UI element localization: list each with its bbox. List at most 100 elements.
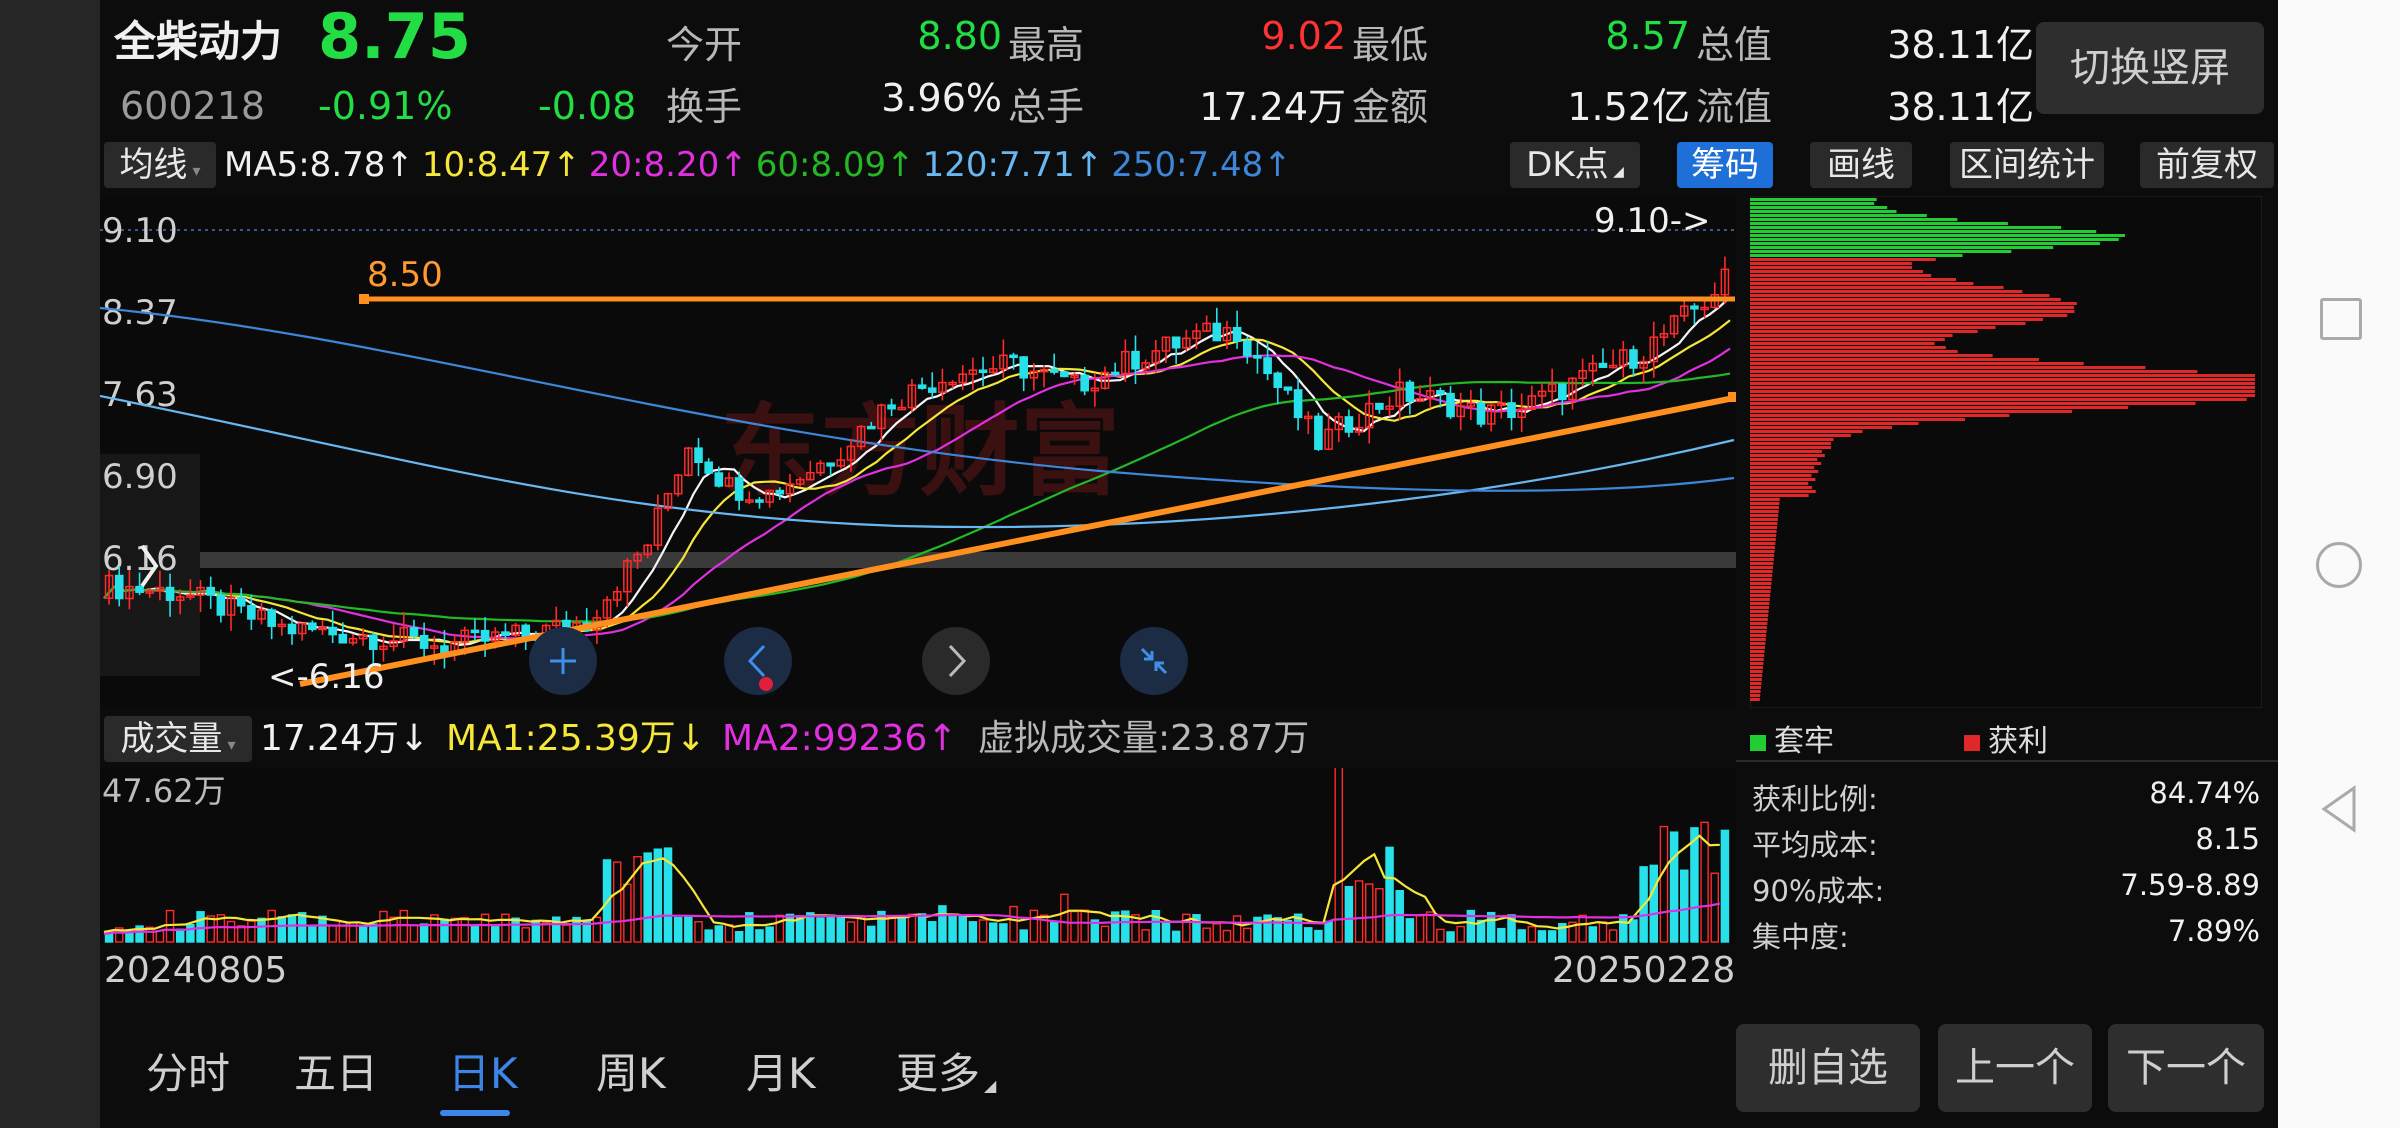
tab-2[interactable]: 日K (448, 1049, 518, 1098)
range-stats-button[interactable]: 区间统计 (1950, 142, 2104, 188)
candle-body (1080, 374, 1089, 392)
candle-body (1222, 326, 1232, 342)
candle-body (1558, 383, 1567, 401)
ma60-line (103, 372, 1731, 623)
volume-bar (765, 926, 774, 943)
end-date: 20250228 (1552, 950, 1736, 991)
virtual-volume: 虚拟成交量:23.87万 (978, 718, 1310, 759)
volume-bar (490, 926, 500, 943)
kline-chart[interactable]: 东方财富 9.108.377.636.906.16 8.50 9.10-> <-… (100, 196, 1736, 708)
chip-bar (1750, 222, 2008, 225)
tab-3[interactable]: 周K (596, 1049, 666, 1098)
chip-bar (1750, 346, 1946, 349)
volume-bar (1039, 914, 1049, 943)
home-icon[interactable] (2316, 542, 2362, 588)
volume-chart[interactable]: 47.62万 (100, 768, 1736, 944)
line-handle[interactable] (359, 294, 369, 304)
chip-bar (1750, 454, 1825, 457)
candle-body (938, 381, 947, 393)
draw-line-button[interactable]: 画线 (1810, 142, 1912, 188)
remove-favorite-button[interactable]: 删自选 (1736, 1024, 1920, 1112)
chip-bar (1750, 566, 1773, 569)
scroll-right-button[interactable] (922, 627, 990, 695)
switch-portrait-button[interactable]: 切换竖屏 (2036, 22, 2264, 114)
volume-bar (867, 925, 876, 943)
candle-body (1517, 408, 1526, 419)
corner-triangle-icon: ◢ (1608, 164, 1624, 180)
chip-bar (1750, 406, 2129, 409)
chip-bar (1750, 558, 1774, 561)
volume-bar (511, 917, 520, 943)
candle-body (775, 489, 785, 495)
stock-code: 600218 (120, 84, 266, 128)
volume-bar (745, 912, 754, 943)
change-percent: -0.91% (318, 84, 453, 128)
chip-bar (1750, 262, 1912, 265)
next-stock-button[interactable]: 下一个 (2108, 1024, 2264, 1112)
volume-bar (1303, 927, 1313, 943)
candle-body (1700, 306, 1709, 311)
quote-label: 总手 (1008, 85, 1085, 129)
dropdown-caret-icon: ▾ (187, 161, 201, 180)
volume-dropdown[interactable]: 成交量 ▾ (104, 716, 252, 762)
price-axis-label: 9.10 (102, 211, 178, 251)
tab-5[interactable]: 更多 (896, 1049, 981, 1098)
volume-bar (755, 929, 764, 943)
scroll-left-button[interactable] (724, 627, 792, 695)
candle-body (1476, 402, 1486, 425)
volume-bar (521, 927, 531, 943)
volume-dropdown-label: 成交量 (120, 719, 223, 759)
chip-bar (1750, 226, 2062, 229)
recent-apps-icon[interactable] (2320, 298, 2362, 340)
chip-bar (1750, 698, 1760, 701)
candle-body (897, 406, 907, 411)
candle-body (1354, 426, 1364, 433)
chip-bar (1750, 402, 2196, 405)
volume-ma-lines (103, 834, 1721, 936)
candle-body (328, 626, 337, 636)
trendline-handle[interactable] (1728, 392, 1736, 402)
candle-body (358, 634, 368, 640)
chip-bar (1750, 486, 1813, 489)
volume-bar (663, 847, 673, 943)
candle-body (866, 425, 876, 430)
ma-dropdown[interactable]: 均线 ▾ (104, 142, 216, 188)
volume-bar (1588, 926, 1598, 943)
stock-name: 全柴动力 (114, 17, 283, 66)
adjust-forward-button[interactable]: 前复权 (2140, 142, 2274, 188)
tab-0[interactable]: 分时 (146, 1049, 231, 1098)
back-icon[interactable] (2318, 784, 2362, 834)
volume-ma1: MA1:25.39万↓ (446, 718, 706, 759)
chip-bar (1750, 602, 1770, 605)
candle-body (663, 492, 673, 510)
volume-bar (633, 855, 642, 943)
volume-bar (1690, 827, 1699, 943)
volume-bar (1629, 919, 1638, 943)
candle-body (1578, 369, 1587, 380)
chip-bar (1750, 418, 1966, 421)
volume-bar (1161, 922, 1171, 943)
collapse-button[interactable] (1120, 627, 1188, 695)
candle-body (1263, 357, 1272, 375)
quote-value: 8.57 (1605, 14, 1690, 58)
volume-bar (226, 920, 236, 943)
candle-body (1192, 330, 1201, 340)
tab-4[interactable]: 月K (746, 1049, 816, 1098)
dk-point-button[interactable]: DK点 ◢ (1510, 142, 1640, 188)
chip-bar (1750, 626, 1767, 629)
chip-bar (1750, 330, 1978, 333)
chip-distribution-button[interactable]: 筹码 (1677, 142, 1773, 188)
volume-bar (1395, 889, 1404, 943)
candle-body (765, 489, 774, 503)
tab-1[interactable]: 五日 (294, 1049, 379, 1098)
expand-left-button[interactable] (140, 544, 159, 588)
ascending-trendline[interactable] (299, 395, 1735, 687)
chip-bar (1750, 378, 2255, 381)
chip-bar (1750, 494, 1809, 497)
volume-bar (216, 914, 226, 943)
volume-bar (1121, 910, 1130, 943)
previous-stock-button[interactable]: 上一个 (1938, 1024, 2092, 1112)
chip-bar (1750, 574, 1773, 577)
chip-bar (1750, 562, 1774, 565)
zoom-in-button[interactable] (529, 627, 597, 695)
